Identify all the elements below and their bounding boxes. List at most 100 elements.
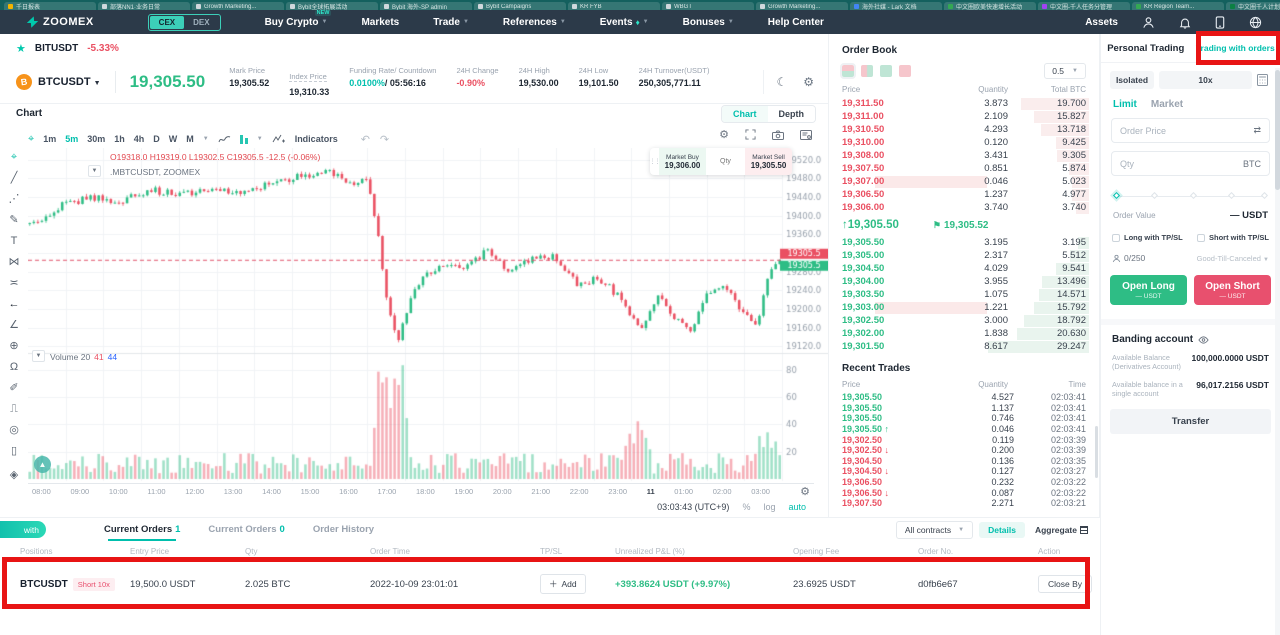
order-panel-icon[interactable] (800, 129, 812, 140)
order-book-row[interactable]: 19,304.50 4.029 9.541 (829, 262, 1099, 275)
undo-icon[interactable]: ↶ (360, 133, 370, 146)
indicators-button[interactable]: Indicators (294, 134, 338, 144)
aggregate-button[interactable]: Aggregate (1031, 522, 1092, 538)
timeframe-1h[interactable]: 1h (114, 134, 125, 144)
log-scale-button[interactable]: log (763, 502, 776, 512)
last-traded-price[interactable]: ↑19,305.50 (842, 219, 899, 231)
assets-button[interactable]: Assets (1085, 16, 1118, 28)
calculator-icon[interactable] (1257, 74, 1271, 86)
order-book-row[interactable]: 19,302.50 3.000 18.792 (829, 314, 1099, 327)
zoomex-logo[interactable]: ZOOMEX (26, 16, 94, 28)
order-book-row[interactable]: 19,301.50 8.617 29.247 (829, 340, 1099, 353)
browser-tab[interactable]: 千日报表 (4, 2, 96, 10)
browser-tab[interactable]: Bybit Campaigns (474, 2, 566, 10)
remove-drawings-icon[interactable]: ▯ (10, 445, 18, 457)
order-book-row[interactable]: 19,307.50 0.851 5.874 (829, 162, 1099, 175)
tab-current-orders[interactable]: Current Orders 1 (104, 518, 180, 541)
browser-tab[interactable]: KR Region Team... (1132, 2, 1224, 10)
line-chart-style-icon[interactable] (218, 135, 231, 144)
widget-drag-handle[interactable]: ⋮⋮ (650, 159, 661, 165)
open-short-button[interactable]: Open Short — USDT (1194, 275, 1271, 305)
tab-market[interactable]: Market (1150, 99, 1184, 110)
with-orders-pill[interactable]: with (0, 521, 46, 538)
details-button[interactable]: Details (979, 522, 1025, 538)
browser-tab[interactable]: 中文圈-千人任务分管理 (1038, 2, 1130, 10)
order-book-row[interactable]: 19,306.00 3.740 3.740 (829, 201, 1099, 214)
timeframe-30m[interactable]: 30m (87, 134, 106, 144)
timeframe-5m[interactable]: 5m (65, 134, 79, 144)
ruler-tool-icon[interactable]: ∠ (9, 319, 19, 331)
favorite-symbol[interactable]: BITUSDT (34, 42, 79, 54)
menu-item-bonuses[interactable]: Bonuses ▼ (683, 17, 734, 28)
browser-tab-strip[interactable]: 千日报表 部落NN1·业务日常 Growth Marketing... Bybit全球… (0, 0, 1280, 10)
browser-tab[interactable]: 海外社媒 - Lark 文档 (850, 2, 942, 10)
order-book-row[interactable]: 19,303.50 1.075 14.571 (829, 288, 1099, 301)
tab-depth[interactable]: Depth (767, 106, 815, 122)
style-more-icon[interactable]: ▼ (256, 136, 263, 142)
time-axis[interactable]: 08:00 09:00 10:00 11:00 12:00 13:00 14:00 15:00… (28, 483, 814, 498)
browser-tab[interactable]: Bybit 海外-SP admin (380, 2, 472, 10)
isolated-button[interactable]: Isolated (1110, 71, 1154, 89)
menu-item-markets[interactable]: Markets (361, 17, 399, 28)
hide-all-eye-icon[interactable]: ◎ (9, 424, 19, 436)
preferences-gear-icon[interactable]: ⚙ (803, 74, 814, 89)
book-view-both-icon[interactable] (840, 63, 856, 79)
transfer-button[interactable]: Transfer (1110, 408, 1271, 434)
mobile-app-icon[interactable] (1215, 15, 1225, 29)
fib-tool-icon[interactable]: ⋰ (8, 193, 20, 205)
brush-tool-icon[interactable]: ✎ (9, 214, 19, 226)
order-book-row[interactable]: 19,305.50 3.195 3.195 (829, 236, 1099, 249)
order-price-input[interactable] (1120, 125, 1250, 136)
qty-input[interactable] (1120, 158, 1239, 169)
use-last-price-icon[interactable]: ⇄ (1253, 125, 1261, 135)
lock-all-icon[interactable]: ⎍ (10, 403, 18, 415)
redo-icon[interactable]: ↷ (379, 133, 390, 146)
collapse-arrow-icon[interactable]: ← (8, 298, 20, 310)
cursor-crosshair-icon[interactable]: ⌖ (10, 151, 18, 163)
tab-trading-with-orders[interactable]: Trading with orders (1195, 43, 1275, 53)
market-buy-button[interactable]: Market Buy 19,306.00 (659, 148, 706, 175)
zoom-in-icon[interactable]: ⊕ (9, 340, 19, 352)
object-tree-icon[interactable]: ◈ (9, 469, 19, 481)
candlestick-chart[interactable] (28, 148, 828, 483)
tpsl-add-button[interactable]: ＋ Add (540, 574, 586, 594)
position-symbol[interactable]: BTCUSDT (20, 578, 68, 590)
all-contracts-dropdown[interactable]: All contracts ▼ (895, 521, 974, 539)
menu-item-trade[interactable]: Trade ▼ (433, 17, 469, 28)
order-book-row[interactable]: 19,308.00 3.431 9.305 (829, 149, 1099, 162)
balance-visibility-eye-icon[interactable] (1198, 335, 1209, 344)
browser-tab[interactable]: 中文圈千人计划群 (1226, 2, 1280, 10)
leverage-button[interactable]: 10x (1159, 71, 1252, 89)
notifications-icon[interactable] (1179, 16, 1191, 29)
order-book-row[interactable]: 19,303.00 1.221 15.792 (829, 301, 1099, 314)
timeframe-D[interactable]: D (153, 134, 160, 144)
account-icon[interactable] (1142, 16, 1155, 29)
symbol-legend-toggle-icon[interactable]: ▼ (88, 165, 101, 177)
candle-style-icon[interactable] (239, 134, 248, 144)
order-book-row[interactable]: 19,311.00 2.109 15.827 (829, 110, 1099, 123)
snapshot-camera-icon[interactable] (772, 130, 784, 140)
timeframe-1m[interactable]: 1m (43, 134, 57, 144)
trendline-tool-icon[interactable]: ╱ (10, 172, 18, 184)
page-scrollbar[interactable] (1275, 68, 1280, 635)
browser-tab[interactable]: WBGT (662, 2, 754, 10)
timeframe-more-icon[interactable]: ▼ (202, 136, 209, 142)
order-book-row[interactable]: 19,310.00 0.120 9.425 (829, 136, 1099, 149)
crosshair-icon[interactable]: ⌖ (28, 132, 35, 145)
axis-settings-gear-icon[interactable]: ⚙ (800, 485, 810, 498)
market-sell-button[interactable]: Market Sell 19,305.50 (745, 148, 792, 175)
order-book-row[interactable]: 19,307.00 0.046 5.023 (829, 175, 1099, 188)
browser-tab[interactable]: KR FYB (568, 2, 660, 10)
order-book-row[interactable]: 19,311.50 3.873 19.700 (829, 97, 1099, 110)
tab-personal-trading[interactable]: Personal Trading (1107, 42, 1185, 54)
volume-legend-toggle-icon[interactable]: ▼ (32, 350, 45, 362)
draw-lock-icon[interactable]: ✐ (9, 382, 19, 394)
language-globe-icon[interactable] (1249, 16, 1262, 29)
theme-moon-icon[interactable]: ☾ (776, 74, 788, 89)
browser-tab[interactable]: 部落NN1·业务日常 (98, 2, 190, 10)
browser-tab[interactable]: Bybit全球拓展活动 (286, 2, 378, 10)
qty-slider[interactable] (1112, 191, 1269, 200)
cex-toggle[interactable]: CEX (149, 15, 185, 29)
menu-item-buy-crypto[interactable]: Buy Crypto ▼ NEW (265, 9, 332, 28)
tick-size-dropdown[interactable]: 0.5 ▼ (1044, 63, 1086, 79)
